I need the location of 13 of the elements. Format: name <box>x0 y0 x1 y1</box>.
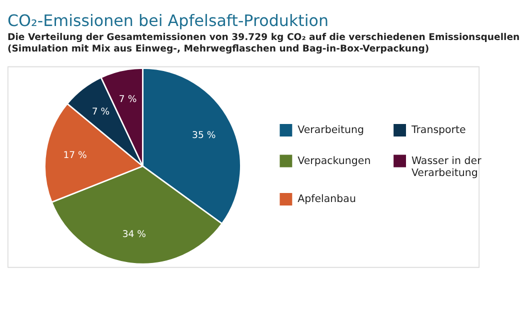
text: (Simulation mit Mix aus Einweg-, Mehrwegflaschen und Bag-in-Box-Verpackung) <box>7 43 430 54</box>
legend-label: Transporte <box>410 124 466 136</box>
legend-label: Wasser in der Verarbeitung <box>411 154 482 179</box>
chart-title: CO₂-Emissionen bei Apfelsaft-Produktion <box>7 11 329 30</box>
legend-label: Apfelanbau <box>298 193 356 206</box>
data-label: 35 % <box>192 130 216 141</box>
data-label: 17 % <box>63 150 87 162</box>
data-label: 34 % <box>122 228 146 240</box>
legend-label: Verpackungen <box>298 154 371 167</box>
data-label: 7 % <box>118 94 137 105</box>
text: Die Verteilung der Gesamtemissionen von 39.729 kg CO₂ auf die verschiedenen Emissionsquellen <box>7 32 520 44</box>
legend-label: Verarbeitung <box>298 124 364 136</box>
data-label: 7 % <box>92 106 110 118</box>
